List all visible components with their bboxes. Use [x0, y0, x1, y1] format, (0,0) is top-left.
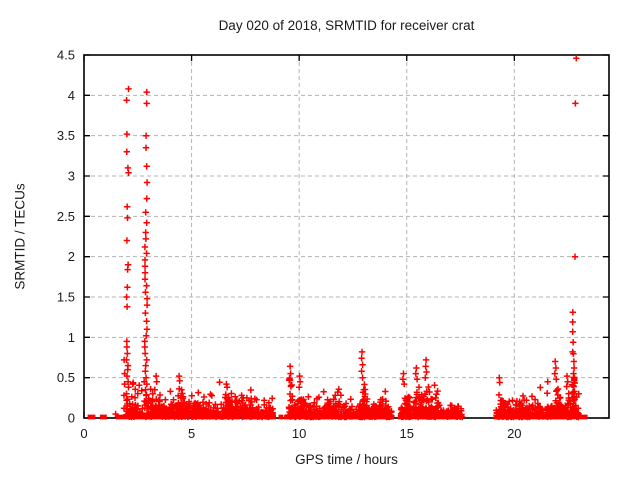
chart-title: Day 020 of 2018, SRMTID for receiver cra… — [218, 18, 475, 33]
x-tick-label: 10 — [292, 426, 306, 441]
y-tick-label: 0 — [68, 411, 75, 426]
y-tick-label: 4.5 — [57, 48, 75, 63]
x-tick-label: 5 — [188, 426, 195, 441]
y-tick-label: 0.5 — [57, 370, 75, 385]
axis-ticks — [83, 54, 609, 419]
y-tick-label: 1.5 — [57, 290, 75, 305]
x-tick-label: 0 — [80, 426, 87, 441]
y-tick-label: 2 — [68, 249, 75, 264]
x-tick-label: 15 — [400, 426, 414, 441]
y-tick-label: 3 — [68, 169, 75, 184]
data-point-markers — [112, 55, 582, 421]
x-axis-label: GPS time / hours — [295, 452, 398, 467]
x-tick-label: 20 — [507, 426, 521, 441]
zero-value-markers — [87, 414, 588, 420]
plot-border — [83, 54, 610, 419]
y-tick-label: 3.5 — [57, 128, 75, 143]
y-tick-label: 1 — [68, 330, 75, 345]
grid-lines — [84, 54, 609, 418]
y-tick-label: 4 — [68, 88, 75, 103]
y-tick-label: 2.5 — [57, 209, 75, 224]
